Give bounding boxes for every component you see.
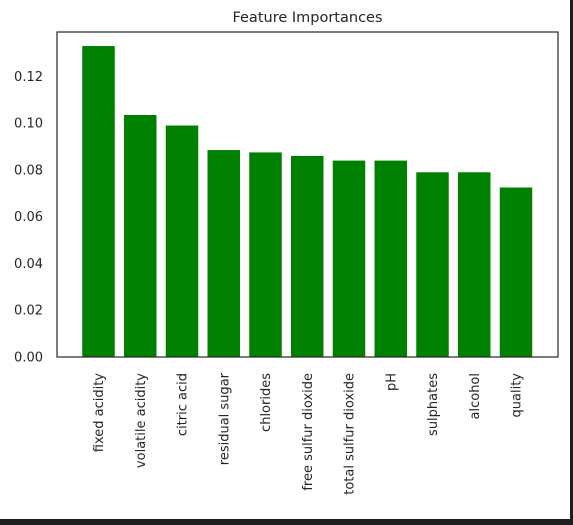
chart-title: Feature Importances bbox=[232, 10, 382, 26]
y-tick-label: 0.10 bbox=[14, 117, 43, 132]
bar bbox=[249, 152, 282, 357]
bar bbox=[374, 160, 407, 357]
y-tick-label: 0.12 bbox=[14, 70, 43, 85]
x-axis: fixed acidity volatile acidity citric acid… bbox=[92, 372, 525, 494]
y-axis: 0.00 0.02 0.04 0.06 0.08 0.10 0.12 bbox=[14, 70, 43, 366]
x-tick-label: volatile acidity bbox=[134, 373, 149, 468]
x-tick-label: residual sugar bbox=[217, 372, 232, 465]
bar bbox=[499, 187, 533, 357]
x-tick-label: citric acid bbox=[176, 373, 191, 436]
bar bbox=[458, 172, 491, 357]
y-tick-label: 0.08 bbox=[14, 163, 43, 178]
bars-group bbox=[82, 46, 533, 357]
y-tick-label: 0.02 bbox=[14, 304, 43, 319]
bar bbox=[207, 150, 240, 357]
y-tick-label: 0.04 bbox=[14, 257, 43, 272]
y-tick-label: 0.00 bbox=[14, 351, 43, 366]
plot-area-frame bbox=[56, 31, 559, 358]
x-tick-label: pH bbox=[384, 373, 399, 391]
bar bbox=[82, 46, 115, 357]
x-tick-label: alcohol bbox=[468, 373, 483, 419]
bar bbox=[124, 115, 157, 357]
x-tick-label: chlorides bbox=[259, 373, 274, 432]
x-tick-label: total sulfur dioxide bbox=[343, 373, 358, 495]
bar bbox=[332, 160, 366, 357]
x-tick-label: free sulfur dioxide bbox=[301, 373, 316, 491]
x-tick-label: sulphates bbox=[426, 373, 441, 436]
y-tick-label: 0.06 bbox=[14, 210, 43, 225]
x-tick-label: quality bbox=[510, 373, 525, 418]
x-tick-label: fixed acidity bbox=[92, 373, 107, 453]
bar bbox=[165, 125, 199, 357]
bar bbox=[416, 172, 449, 357]
bar bbox=[291, 155, 324, 357]
